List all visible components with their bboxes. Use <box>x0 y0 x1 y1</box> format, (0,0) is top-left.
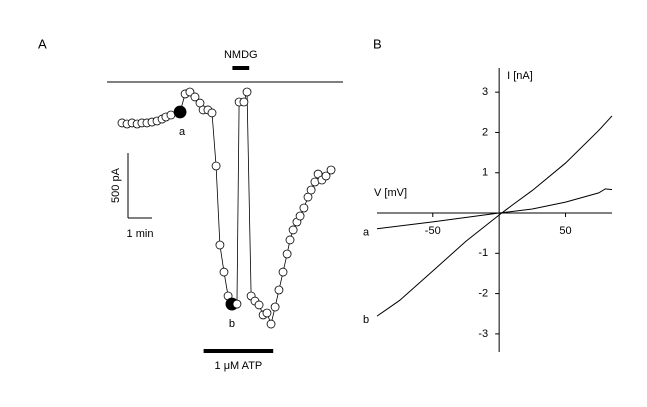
data-point <box>232 299 242 309</box>
data-point <box>262 308 272 318</box>
data-point <box>326 165 336 175</box>
y-tick-label: 1 <box>482 167 488 179</box>
data-point <box>207 108 217 118</box>
curve-label: a <box>363 227 370 239</box>
data-point <box>190 92 200 102</box>
iv-curve <box>376 188 613 230</box>
data-point <box>285 235 295 245</box>
data-point <box>282 249 292 259</box>
data-point <box>306 185 316 195</box>
y-axis-label: I [nA] <box>507 70 533 82</box>
data-point <box>242 87 252 97</box>
y-tick-label: 2 <box>482 126 488 138</box>
scale-label: 1 min <box>127 228 154 240</box>
y-tick-label: -2 <box>478 287 488 299</box>
y-tick-label: -1 <box>478 247 488 259</box>
panel-label: B <box>373 36 382 51</box>
data-point <box>215 240 225 250</box>
data-point <box>270 302 280 312</box>
data-point <box>299 203 309 213</box>
point-label: b <box>229 318 235 330</box>
point-label: a <box>179 126 186 138</box>
x-axis-label: V [mV] <box>374 187 407 199</box>
application-label: NMDG <box>224 49 258 61</box>
data-point <box>266 319 276 329</box>
scale-label: 500 pA <box>110 167 122 203</box>
y-tick-label: -3 <box>478 328 488 340</box>
data-point <box>254 300 264 310</box>
data-point <box>219 267 229 277</box>
data-point <box>211 161 221 171</box>
panel-label: A <box>38 36 47 51</box>
data-point <box>278 267 288 277</box>
data-point <box>288 225 298 235</box>
application-label: 1 μM ATP <box>215 360 263 372</box>
iv-curve <box>376 115 613 317</box>
y-tick-label: 3 <box>482 86 488 98</box>
data-point <box>239 97 249 107</box>
data-point <box>274 285 284 295</box>
x-tick-label: -50 <box>425 225 441 237</box>
x-tick-label: 50 <box>559 225 571 237</box>
data-point <box>321 171 331 181</box>
data-point <box>173 105 187 119</box>
curve-label: b <box>363 314 369 326</box>
data-point <box>295 211 305 221</box>
